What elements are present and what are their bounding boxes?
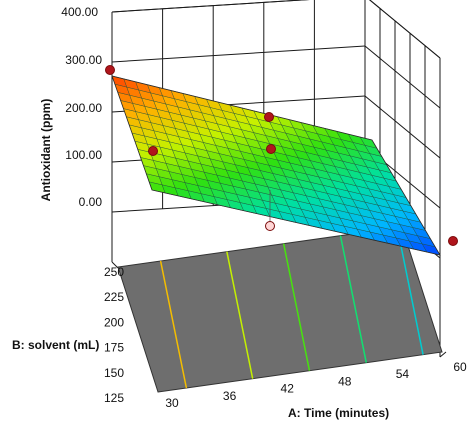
- design-points: [105, 65, 458, 246]
- x-tick-label: 48: [338, 374, 352, 388]
- y-tick-label: 225: [104, 290, 124, 304]
- x-axis-title: A: Time (minutes): [288, 406, 389, 420]
- x-tick-label: 30: [165, 396, 179, 410]
- y-tick-label: 175: [104, 341, 124, 355]
- floor-contour-plane: [117, 226, 443, 393]
- z-axis-title: Antioxidant (ppm): [39, 99, 53, 202]
- x-tick-label: 60: [453, 360, 467, 374]
- floor-contour-line: [396, 227, 424, 355]
- box-top-left-edge: [111, 0, 310, 13]
- floor-guide: [111, 261, 119, 269]
- side-wall-gridline: [364, 95, 441, 159]
- floor-contour-line: [226, 251, 254, 379]
- floor-contour-line: [282, 243, 311, 371]
- floor-contour-line: [159, 260, 188, 389]
- back-wall-gridline: [111, 45, 366, 63]
- surface-outline: [111, 75, 441, 256]
- side-wall-gridline: [369, 0, 441, 59]
- design-point: [105, 65, 115, 75]
- floor-contour-line: [339, 235, 368, 363]
- design-point: [264, 112, 274, 122]
- y-tick-label: 250: [104, 265, 124, 279]
- response-surface: [111, 75, 441, 256]
- side-wall-gridline: [364, 45, 441, 109]
- y-tick-label: 125: [104, 391, 124, 405]
- x-tick-label: 42: [281, 382, 295, 396]
- floor-guide: [439, 351, 447, 358]
- floor-plane: [117, 226, 443, 393]
- z-tick-label: 300.00: [65, 53, 102, 67]
- z-tick-label: 400.00: [61, 5, 98, 19]
- x-tick-label: 54: [396, 367, 410, 381]
- back-wall-gridline: [111, 0, 310, 13]
- x-tick-label: 36: [223, 389, 237, 403]
- z-tick-label: 0.00: [79, 195, 103, 209]
- design-point: [448, 236, 458, 246]
- design-point: [148, 146, 158, 156]
- design-point: [265, 221, 275, 231]
- design-point: [266, 144, 276, 154]
- z-tick-label: 200.00: [65, 101, 102, 115]
- z-tick-label: 100.00: [65, 148, 102, 162]
- tick-labels: 0.00 100.00 200.00 300.00 400.00 125 150 175 200…: [61, 5, 467, 410]
- y-axis-title: B: solvent (mL): [12, 338, 99, 352]
- y-tick-label: 150: [104, 366, 124, 380]
- y-tick-label: 200: [104, 315, 124, 329]
